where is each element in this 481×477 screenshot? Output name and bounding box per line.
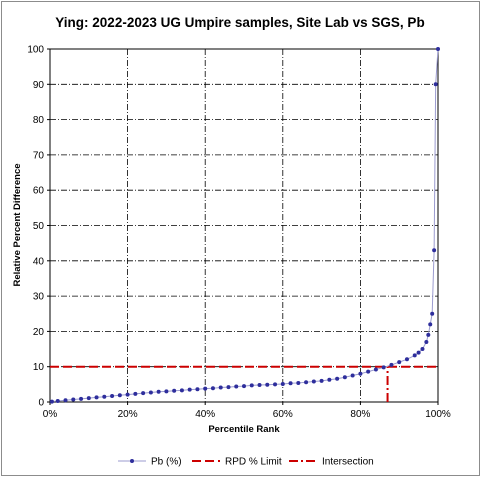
y-axis-ticks: 0 10 20 30 40 50 60 70 80 90 100 (27, 45, 50, 409)
legend-item-pb: Pb (%) (151, 457, 182, 468)
pb-data-point (288, 381, 293, 386)
pb-data-point (49, 399, 54, 404)
x-tick-label: 60% (273, 409, 293, 420)
pb-data-point (249, 383, 254, 388)
y-tick-label: 100 (27, 45, 44, 56)
pb-data-point (424, 339, 429, 344)
legend-item-intersection: Intersection (322, 457, 374, 468)
pb-data-point (416, 350, 421, 355)
pb-data-point (117, 393, 122, 398)
pb-data-point (335, 376, 340, 381)
pb-data-point (110, 393, 115, 398)
pb-data-point (179, 388, 184, 393)
pb-data-point (342, 375, 347, 380)
y-tick-label: 70 (33, 150, 45, 161)
pb-data-point (397, 360, 402, 365)
pb-data-point (350, 373, 355, 378)
pb-data-point (71, 397, 76, 402)
pb-data-point (187, 387, 192, 392)
pb-data-point (381, 365, 386, 370)
x-tick-label: 0% (43, 409, 58, 420)
y-axis-label: Relative Percent Difference (12, 163, 23, 286)
pb-data-point (125, 392, 130, 397)
pb-data-point (389, 362, 394, 367)
legend-item-rpd-limit: RPD % Limit (225, 457, 282, 468)
pb-data-point (156, 389, 161, 394)
grid (50, 49, 438, 402)
pb-data-point (296, 380, 301, 385)
y-tick-label: 10 (33, 362, 45, 373)
pb-data-point (94, 395, 99, 400)
pb-data-point (265, 382, 270, 387)
x-tick-label: 80% (350, 409, 370, 420)
pb-data-point (373, 367, 378, 372)
pb-data-point (79, 396, 84, 401)
pb-data-point (195, 387, 200, 392)
pb-data-point (242, 384, 246, 389)
pb-data-point (426, 332, 431, 337)
x-axis-label: Percentile Rank (208, 424, 280, 435)
y-tick-label: 20 (33, 327, 45, 338)
pb-data-point (226, 385, 231, 390)
pb-data-point (148, 390, 153, 395)
legend-marker-pb (130, 459, 134, 463)
pb-data-point (412, 353, 417, 358)
x-tick-label: 100% (425, 409, 451, 420)
pb-data-point (432, 248, 437, 253)
x-tick-label: 20% (118, 409, 138, 420)
pb-data-point (133, 391, 138, 396)
y-tick-label: 60 (33, 186, 45, 197)
pb-data-point (257, 383, 262, 388)
legend: Pb (%) RPD % Limit Intersection (118, 457, 374, 468)
pb-data-point (172, 388, 177, 393)
pb-data-point (366, 369, 371, 374)
pb-data-point (218, 385, 223, 390)
y-tick-label: 80 (33, 115, 45, 126)
x-axis-ticks: 0% 20% 40% 60% 80% 100% (43, 402, 451, 420)
pb-data-point (404, 357, 409, 362)
pb-data-point (210, 386, 215, 391)
pb-data-point (273, 382, 278, 387)
pb-data-point (86, 396, 91, 401)
pb-data-point (436, 47, 440, 51)
pb-data-point (420, 347, 425, 352)
pb-data-point (102, 394, 107, 399)
pb-data-point (164, 389, 169, 394)
y-tick-label: 0 (38, 398, 44, 409)
pb-data-point (141, 391, 146, 396)
pb-data-point (430, 311, 435, 316)
pb-data-point (319, 378, 324, 383)
series-points (49, 47, 440, 404)
pb-data-point (358, 371, 363, 376)
x-tick-label: 40% (195, 409, 215, 420)
pb-data-point (304, 380, 309, 385)
chart-title: Ying: 2022-2023 UG Umpire samples, Site … (55, 15, 424, 30)
pb-data-point (311, 379, 316, 384)
pb-data-point (63, 398, 68, 403)
y-tick-label: 50 (33, 221, 45, 232)
pb-data-point (234, 384, 239, 389)
y-tick-label: 30 (33, 292, 45, 303)
y-tick-label: 40 (33, 256, 45, 267)
pb-data-point (203, 386, 208, 391)
pb-data-point (433, 82, 438, 87)
pb-data-point (280, 381, 285, 386)
pb-data-point (327, 377, 332, 382)
pb-data-point (55, 398, 60, 403)
y-tick-label: 90 (33, 80, 45, 91)
pb-data-point (428, 322, 433, 327)
